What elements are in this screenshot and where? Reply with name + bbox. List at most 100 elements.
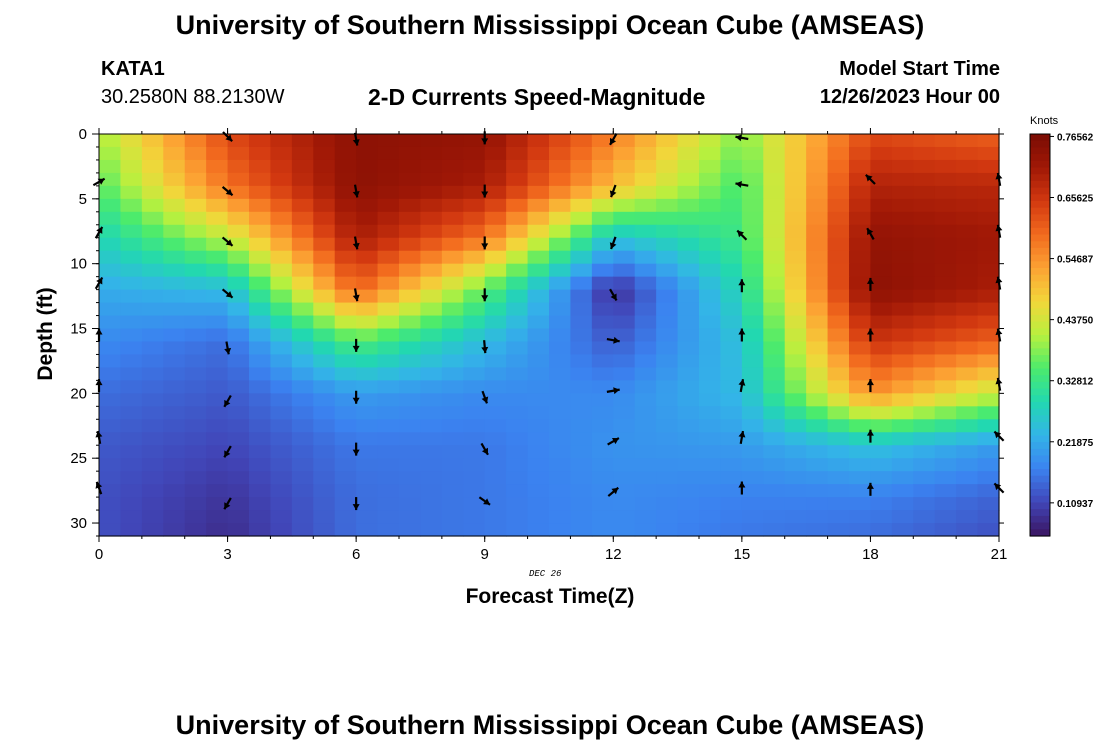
current-vector xyxy=(606,336,620,344)
heatmap-cell xyxy=(549,328,572,343)
heatmap-cell xyxy=(313,172,336,187)
heatmap-cell xyxy=(634,458,657,472)
heatmap-cell xyxy=(549,458,572,472)
heatmap-cell xyxy=(249,432,272,446)
heatmap-cell xyxy=(934,198,957,213)
heatmap-cell xyxy=(227,484,250,498)
heatmap-cell xyxy=(120,354,143,369)
vector-head xyxy=(737,230,744,238)
heatmap-cell xyxy=(613,523,636,537)
heatmap-cell xyxy=(763,185,786,200)
heatmap-cell xyxy=(441,250,464,265)
heatmap-cell xyxy=(656,315,679,330)
heatmap-cell xyxy=(313,250,336,265)
heatmap-cell xyxy=(484,341,507,356)
heatmap-cell xyxy=(463,263,486,278)
current-vector xyxy=(352,184,360,198)
heatmap-cell xyxy=(291,510,314,524)
heatmap-cell xyxy=(377,510,400,524)
vector-head xyxy=(483,498,491,505)
current-vector xyxy=(478,496,491,506)
heatmap-cell xyxy=(956,289,979,304)
heatmap-cell xyxy=(227,302,250,317)
vector-head xyxy=(738,481,746,488)
heatmap-cell xyxy=(591,497,614,511)
heatmap-cell xyxy=(591,146,614,161)
heatmap-cell xyxy=(613,185,636,200)
heatmap-cell xyxy=(913,419,936,433)
heatmap-cell xyxy=(849,380,872,394)
heatmap-cell xyxy=(806,354,829,369)
current-vector xyxy=(609,236,617,250)
colorbar-segment xyxy=(1030,201,1050,209)
heatmap-cell xyxy=(334,445,357,459)
vector-head xyxy=(224,502,231,510)
current-vector xyxy=(865,174,876,185)
heatmap-cell xyxy=(249,185,272,200)
heatmap-cell xyxy=(613,250,636,265)
heatmap-cell xyxy=(591,510,614,524)
heatmap-cell xyxy=(377,445,400,459)
heatmap-cell xyxy=(806,484,829,498)
x-tick-label: 3 xyxy=(223,546,231,563)
heatmap-cell xyxy=(249,198,272,213)
heatmap-cell xyxy=(677,458,700,472)
heatmap-cell xyxy=(720,354,743,369)
heatmap-cell xyxy=(806,497,829,511)
heatmap-cell xyxy=(270,172,293,187)
heatmap-cell xyxy=(570,172,593,187)
heatmap-cell xyxy=(441,315,464,330)
heatmap-cell xyxy=(741,445,764,459)
heatmap-cell xyxy=(720,341,743,356)
heatmap-cell xyxy=(806,134,829,148)
heatmap-cell xyxy=(249,510,272,524)
heatmap-cell xyxy=(99,393,122,407)
heatmap-cell xyxy=(956,419,979,433)
heatmap-cell xyxy=(934,393,957,407)
heatmap-cell xyxy=(506,172,529,187)
heatmap-cell xyxy=(249,458,272,472)
heatmap-cell xyxy=(677,380,700,394)
heatmap-cell xyxy=(506,276,529,291)
heatmap-cell xyxy=(399,224,422,239)
heatmap-cell xyxy=(613,341,636,356)
heatmap-cell xyxy=(206,250,229,265)
heatmap-cell xyxy=(270,523,293,537)
vector-head xyxy=(738,328,746,335)
heatmap-cell xyxy=(99,134,122,148)
heatmap-cell xyxy=(870,198,893,213)
heatmap-cell xyxy=(806,471,829,485)
colorbar-segment xyxy=(1030,435,1050,443)
heatmap-cell xyxy=(913,146,936,161)
heatmap-cell xyxy=(206,211,229,226)
heatmap-cell xyxy=(206,393,229,407)
heatmap-cell xyxy=(977,484,1000,498)
heatmap-cell xyxy=(420,341,443,356)
heatmap-cell xyxy=(441,211,464,226)
heatmap-cell xyxy=(377,159,400,174)
heatmap-cell xyxy=(356,198,379,213)
heatmap-cell xyxy=(613,471,636,485)
colorbar-segment xyxy=(1030,140,1050,148)
heatmap-cell xyxy=(270,445,293,459)
heatmap-cell xyxy=(484,211,507,226)
heatmap-cell xyxy=(827,211,850,226)
heatmap-cell xyxy=(956,224,979,239)
heatmap-cell xyxy=(677,276,700,291)
heatmap-cell xyxy=(249,237,272,252)
heatmap-cell xyxy=(356,510,379,524)
heatmap-cell xyxy=(291,302,314,317)
heatmap-cell xyxy=(249,406,272,420)
heatmap-cell xyxy=(291,315,314,330)
heatmap-cell xyxy=(763,159,786,174)
heatmap-cell xyxy=(291,237,314,252)
heatmap-cell xyxy=(377,471,400,485)
heatmap-cell xyxy=(570,458,593,472)
heatmap-cell xyxy=(570,497,593,511)
current-vector xyxy=(609,288,618,301)
heatmap-cell xyxy=(270,367,293,381)
heatmap-cell xyxy=(699,250,722,265)
heatmap-cell xyxy=(699,523,722,537)
heatmap-cell xyxy=(291,471,314,485)
heatmap-cell xyxy=(977,445,1000,459)
